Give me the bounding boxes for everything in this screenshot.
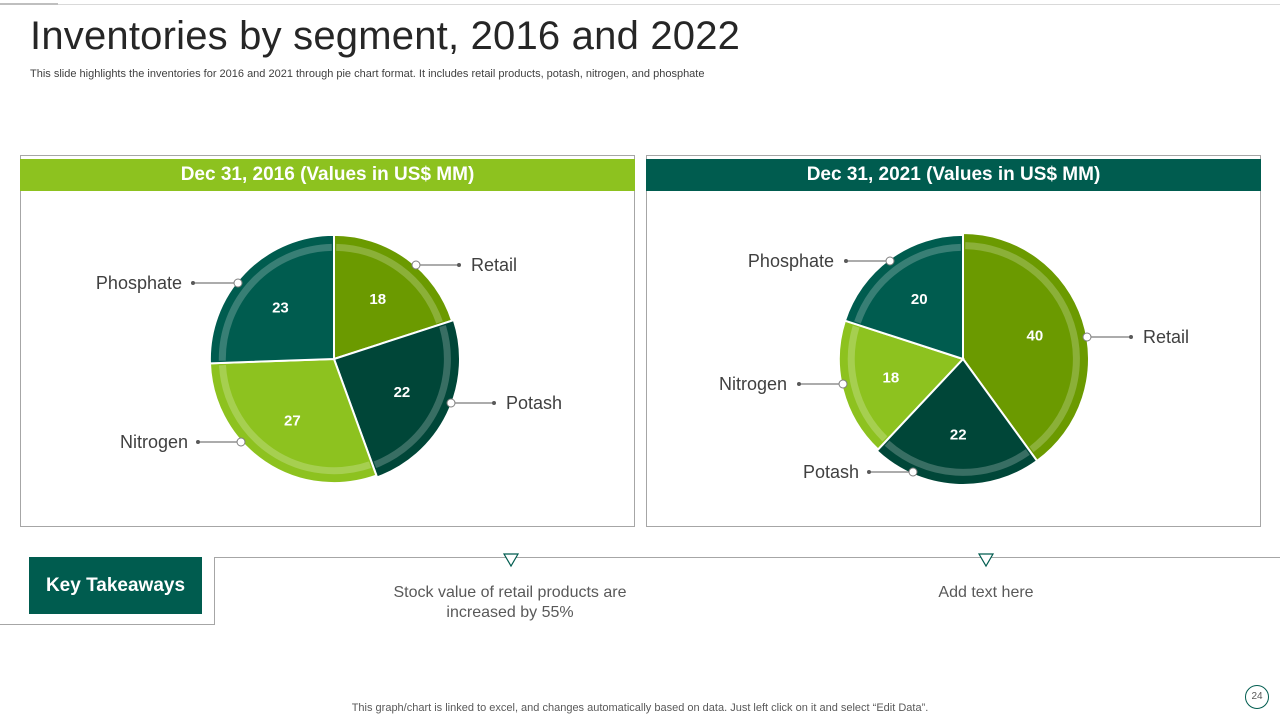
category-label-potash: Potash bbox=[506, 393, 562, 413]
pie-value-label: 40 bbox=[1027, 328, 1044, 345]
chart-panel-2016: Dec 31, 2016 (Values in US$ MM) 18 Retail… bbox=[20, 155, 635, 527]
leader-end-dot bbox=[196, 440, 200, 444]
takeaway-text-2: Add text here bbox=[938, 584, 1034, 601]
pie-slice-retail[interactable] bbox=[333, 233, 454, 361]
leader-dot bbox=[233, 278, 243, 288]
pie-value-label: 18 bbox=[883, 370, 900, 387]
pie-value-label: 23 bbox=[272, 299, 289, 316]
takeaway-divider-top bbox=[214, 557, 1280, 558]
pie-slice-ring bbox=[218, 243, 332, 361]
pie-slice-potash[interactable] bbox=[875, 357, 1039, 486]
leader-dot bbox=[1082, 332, 1092, 342]
takeaway-text-1: Stock value of retail products are incre… bbox=[393, 584, 627, 621]
chart-title-2021: Dec 31, 2021 (Values in US$ MM) bbox=[646, 159, 1261, 191]
page-number: 24 bbox=[1245, 685, 1269, 709]
category-label-nitrogen: Nitrogen bbox=[120, 432, 188, 452]
pie-slice-ring bbox=[336, 243, 443, 324]
pie-slice-phosphate[interactable] bbox=[208, 233, 335, 365]
category-label-nitrogen: Nitrogen bbox=[719, 374, 787, 394]
leader-end-dot bbox=[867, 470, 871, 474]
page-subtitle: This slide highlights the inventories fo… bbox=[30, 68, 705, 80]
page-title: Inventories by segment, 2016 and 2022 bbox=[30, 14, 741, 58]
leader-end-dot bbox=[492, 401, 496, 405]
pie-value-label: 22 bbox=[950, 426, 967, 443]
top-rule bbox=[0, 4, 1280, 5]
leader-dot bbox=[236, 437, 246, 447]
category-label-phosphate: Phosphate bbox=[748, 251, 834, 271]
key-takeaways-label: Key Takeaways bbox=[29, 557, 202, 614]
pie-slice-nitrogen[interactable] bbox=[837, 319, 965, 451]
pie-slice-nitrogen[interactable] bbox=[208, 357, 378, 485]
takeaway-divider-bottom bbox=[0, 624, 215, 625]
leader-end-dot bbox=[191, 281, 195, 285]
pie-value-label: 20 bbox=[911, 291, 928, 308]
leader-dot bbox=[411, 260, 421, 270]
leader-end-dot bbox=[1129, 335, 1133, 339]
leader-end-dot bbox=[457, 263, 461, 267]
pie-slice-ring bbox=[965, 242, 1080, 453]
pie-slice-ring bbox=[847, 325, 888, 442]
category-label-potash: Potash bbox=[803, 462, 859, 482]
top-rule-accent bbox=[0, 3, 58, 5]
pie-slice-retail[interactable] bbox=[962, 231, 1090, 463]
pie-value-label: 27 bbox=[284, 413, 301, 430]
leader-end-dot bbox=[797, 382, 801, 386]
category-label-retail: Retail bbox=[471, 255, 517, 275]
triangle-marker-icon bbox=[977, 553, 995, 568]
leader-end-dot bbox=[844, 259, 848, 263]
pie-slice-ring bbox=[854, 243, 961, 324]
leader-dot bbox=[446, 398, 456, 408]
category-label-retail: Retail bbox=[1143, 327, 1189, 347]
leader-dot bbox=[885, 256, 895, 266]
pie-chart-2016[interactable]: 18 Retail 22 Potash 27 Nitrogen 23 Phosphate bbox=[21, 156, 634, 526]
pie-slice-ring bbox=[373, 325, 451, 469]
footer-note: This graph/chart is linked to excel, and… bbox=[351, 702, 929, 714]
pie-value-label: 22 bbox=[394, 384, 411, 401]
takeaway-divider-vertical bbox=[214, 557, 215, 624]
triangle-marker-icon bbox=[502, 553, 520, 568]
leader-dot bbox=[908, 467, 918, 477]
chart-title-2016: Dec 31, 2016 (Values in US$ MM) bbox=[20, 159, 635, 191]
leader-dot bbox=[838, 379, 848, 389]
pie-value-label: 18 bbox=[369, 291, 386, 308]
pie-slice-ring bbox=[218, 364, 372, 475]
category-label-phosphate: Phosphate bbox=[96, 273, 182, 293]
pie-slice-potash[interactable] bbox=[332, 318, 461, 479]
pie-slice-ring bbox=[884, 440, 1030, 476]
chart-panel-2021: Dec 31, 2021 (Values in US$ MM) 40 Retail… bbox=[646, 155, 1261, 527]
pie-chart-2021[interactable]: 40 Retail 22 Potash 18 Nitrogen 20 Phosphate bbox=[647, 156, 1260, 526]
